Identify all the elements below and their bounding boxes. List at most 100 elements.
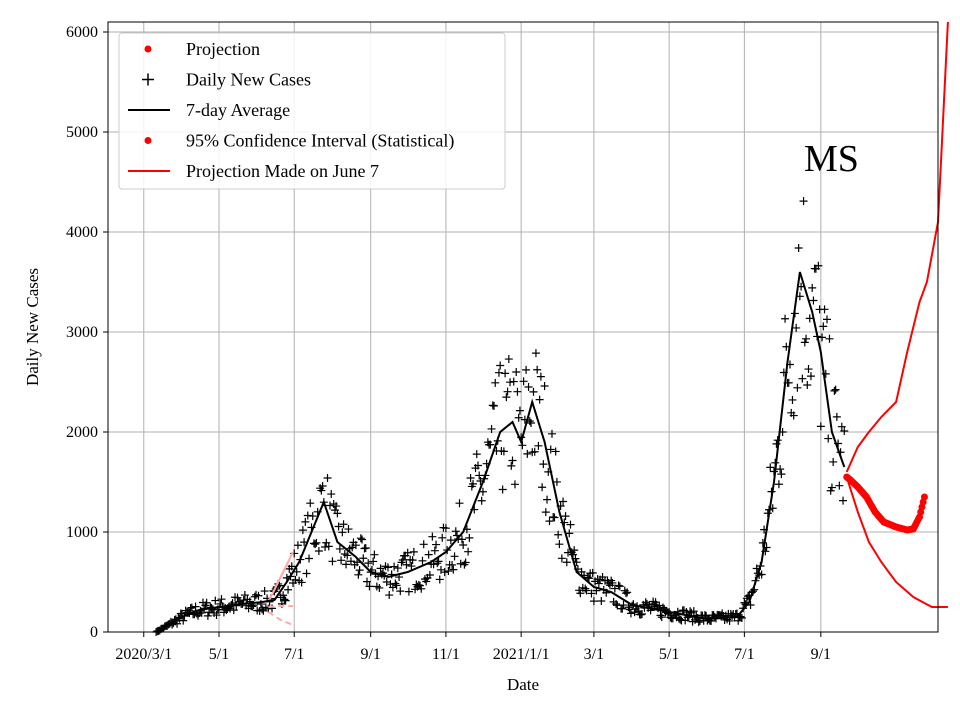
daily-case-marker <box>343 551 352 560</box>
daily-case-marker <box>557 554 566 563</box>
daily-case-marker <box>777 470 786 479</box>
daily-case-marker <box>293 541 302 550</box>
daily-case-marker <box>490 401 499 410</box>
daily-case-marker <box>396 587 405 596</box>
daily-case-marker <box>370 550 379 559</box>
daily-case-marker <box>545 517 554 526</box>
y-tick-label: 2000 <box>66 424 98 441</box>
daily-case-marker <box>588 568 597 577</box>
x-tick-label: 7/1 <box>734 646 754 663</box>
daily-case-marker <box>477 496 486 505</box>
daily-case-marker <box>806 372 815 381</box>
daily-case-marker <box>531 349 540 358</box>
daily-case-marker <box>456 559 465 568</box>
daily-case-marker <box>825 334 834 343</box>
daily-case-marker <box>513 387 522 396</box>
daily-case-marker <box>466 474 475 482</box>
daily-case-marker <box>450 552 459 561</box>
daily-case-marker <box>457 535 466 544</box>
daily-case-marker <box>459 540 468 549</box>
daily-case-marker <box>429 560 438 569</box>
daily-case-marker <box>318 481 327 490</box>
daily-case-marker <box>356 534 365 543</box>
daily-case-marker <box>506 378 515 387</box>
daily-case-marker <box>565 529 574 538</box>
daily-case-marker <box>191 602 200 611</box>
daily-case-marker <box>614 581 623 590</box>
daily-case-marker <box>831 385 840 394</box>
daily-case-marker <box>496 361 505 370</box>
daily-case-marker <box>837 422 846 431</box>
daily-case-marker <box>623 588 632 597</box>
daily-case-marker <box>354 570 363 579</box>
daily-case-marker <box>361 543 370 552</box>
daily-case-marker <box>501 369 510 378</box>
legend: Projection Daily New Cases 7-day Average 95… <box>118 32 506 190</box>
daily-case-marker <box>529 387 538 396</box>
daily-case-marker <box>527 419 536 428</box>
daily-case-marker <box>365 582 374 591</box>
daily-case-marker <box>364 559 373 568</box>
daily-case-marker <box>312 538 321 547</box>
daily-case-marker <box>407 562 416 571</box>
daily-case-marker <box>657 613 666 622</box>
daily-case-marker <box>788 395 797 404</box>
daily-case-marker <box>570 546 579 555</box>
daily-case-marker <box>448 560 457 569</box>
x-tick-label: 11/1 <box>432 646 460 663</box>
daily-case-marker <box>799 197 808 206</box>
daily-case-marker <box>829 457 838 466</box>
legend-item: Projection <box>144 39 260 59</box>
daily-case-marker <box>809 296 818 305</box>
legend-item: 95% Confidence Interval (Statistical) <box>144 131 454 152</box>
ci-upper-line <box>845 21 949 473</box>
daily-case-marker <box>530 447 539 456</box>
daily-case-marker <box>839 496 848 505</box>
daily-case-marker <box>433 559 442 568</box>
y-tick-label: 1000 <box>66 524 98 541</box>
daily-case-marker <box>418 556 427 565</box>
daily-case-marker <box>737 614 746 623</box>
daily-case-marker <box>781 314 790 323</box>
legend-frame <box>118 32 506 190</box>
daily-case-marker <box>820 305 829 314</box>
daily-case-marker <box>388 583 397 592</box>
daily-case-marker <box>509 377 518 386</box>
daily-case-marker <box>306 499 315 508</box>
daily-case-marker <box>800 338 809 347</box>
daily-case-marker <box>487 424 496 433</box>
daily-case-marker <box>524 383 533 392</box>
y-ticks: 0 1000 2000 3000 4000 5000 6000 <box>66 24 108 641</box>
daily-case-marker <box>240 591 249 600</box>
daily-case-marker <box>805 314 814 323</box>
legend-item: Daily New Cases <box>142 70 311 90</box>
daily-case-marker <box>689 607 698 616</box>
daily-case-marker <box>508 456 517 465</box>
daily-case-marker <box>393 564 402 573</box>
daily-case-marker <box>818 333 827 342</box>
x-axis-title: Date <box>507 675 539 694</box>
daily-case-marker <box>473 461 482 470</box>
daily-case-marker <box>334 522 343 531</box>
daily-case-marker <box>403 548 412 557</box>
daily-case-marker <box>391 579 400 588</box>
daily-case-marker <box>424 550 433 559</box>
daily-case-marker <box>478 487 487 496</box>
y-tick-label: 5000 <box>66 124 98 141</box>
daily-case-marker <box>469 479 478 488</box>
daily-case-marker <box>287 562 296 571</box>
daily-case-marker <box>535 395 544 404</box>
daily-case-marker <box>438 533 447 542</box>
daily-case-marker <box>582 586 591 595</box>
daily-case-marker <box>827 483 836 492</box>
y-tick-label: 4000 <box>66 224 98 241</box>
daily-case-marker <box>434 557 443 566</box>
daily-case-marker <box>536 372 545 381</box>
daily-case-marker <box>301 517 310 526</box>
daily-case-marker <box>576 589 585 598</box>
daily-case-marker <box>494 368 503 377</box>
daily-case-marker <box>409 547 418 556</box>
daily-case-marker <box>358 535 367 544</box>
daily-case-marker <box>774 480 783 489</box>
